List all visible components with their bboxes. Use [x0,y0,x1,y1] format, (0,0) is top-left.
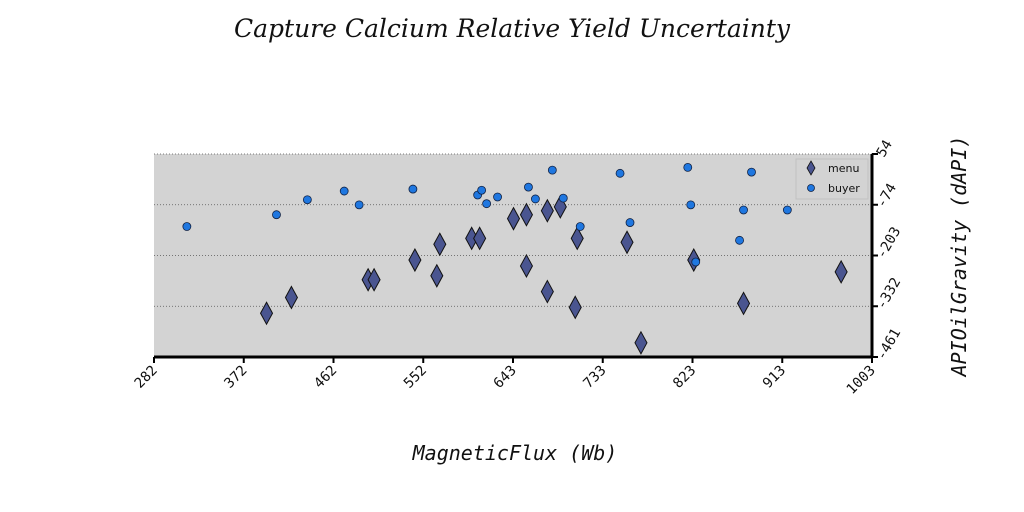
y-axis-label: APIOilGravity (dAPI) [947,136,971,379]
x-tick-label: 913 [760,363,789,392]
data-point-buyer [303,196,311,204]
data-point-buyer [183,223,191,231]
data-point-buyer [548,166,556,174]
data-point-buyer [783,206,791,214]
data-point-buyer [616,169,624,177]
legend-label-buyer: buyer [828,182,860,195]
x-tick-label: 462 [311,363,340,392]
x-tick-label: 282 [132,363,161,392]
data-point-buyer [531,195,539,203]
data-point-buyer [736,236,744,244]
data-point-buyer [494,193,502,201]
legend-label-menu: menu [828,162,859,175]
data-point-buyer [524,183,532,191]
data-point-buyer [740,206,748,214]
data-point-buyer [478,186,486,194]
y-tick-label: -74 [874,181,901,211]
x-tick-label: 1003 [844,363,879,398]
plot-area [154,154,872,357]
data-point-buyer [340,187,348,195]
y-tick-label: -203 [874,224,905,261]
data-point-buyer [355,201,363,209]
data-point-buyer [409,185,417,193]
legend-marker-buyer [808,185,815,192]
x-tick-label: 823 [670,363,699,392]
data-point-buyer [687,201,695,209]
x-tick-label: 372 [221,363,250,392]
data-point-buyer [559,194,567,202]
legend: menu buyer [796,159,868,199]
data-point-buyer [483,200,491,208]
data-point-buyer [748,168,756,176]
x-axis-label: MagneticFlux (Wb) [412,441,618,465]
x-tick-label: 643 [491,363,520,392]
y-tick-label: 54 [874,137,896,160]
data-point-buyer [684,163,692,171]
y-ticks: 54 -74 -203 -332 -461 [872,137,904,363]
data-point-buyer [576,223,584,231]
y-tick-label: -461 [874,326,905,363]
x-tick-label: 552 [401,363,430,392]
data-point-buyer [692,258,700,266]
data-point-buyer [626,219,634,227]
x-ticks: 282 372 462 552 643 733 823 913 1003 [132,357,879,398]
y-tick-label: -332 [874,275,905,312]
x-tick-label: 733 [580,363,609,392]
data-point-buyer [272,211,280,219]
